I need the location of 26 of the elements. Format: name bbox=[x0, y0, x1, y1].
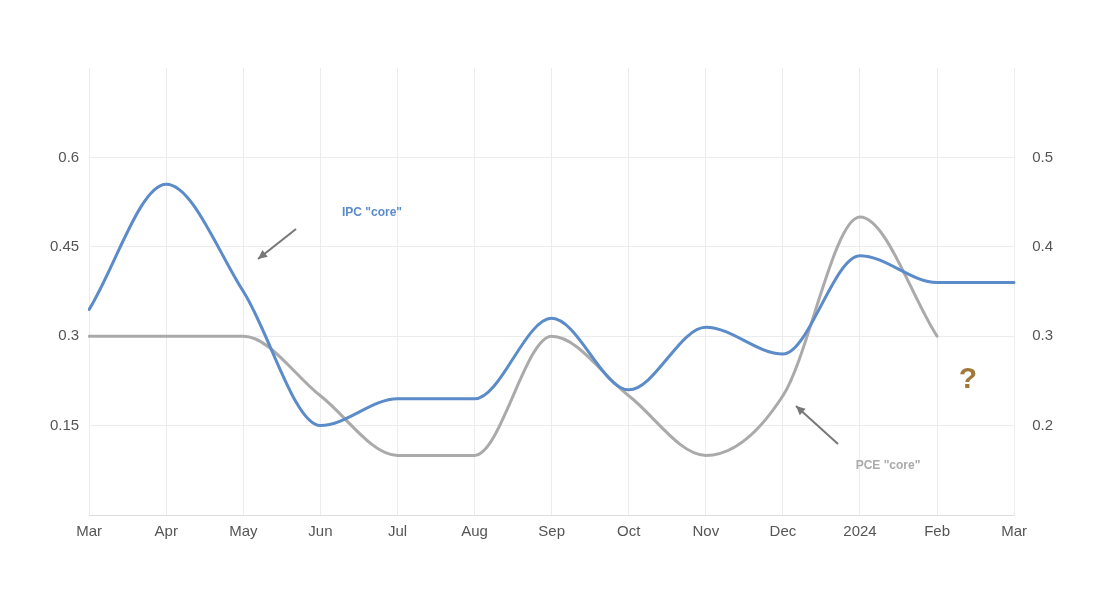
x-tick-label: May bbox=[229, 522, 259, 540]
y-tick-label: 0.45 bbox=[49, 236, 80, 254]
y2-tick-label: 0.3 bbox=[1032, 326, 1054, 344]
x-tick-label: Feb bbox=[924, 522, 950, 540]
x-tick-label: Apr bbox=[154, 522, 178, 540]
x-tick-label: Nov bbox=[692, 522, 720, 540]
x-tick-label: Jun bbox=[308, 522, 333, 540]
text: PCE "core" bbox=[855, 458, 921, 473]
annotation: ? bbox=[958, 361, 978, 395]
line-series bbox=[87, 215, 939, 457]
y-tick-label: 0.15 bbox=[49, 415, 80, 433]
x-tick-label: 2024 bbox=[843, 522, 877, 540]
x-tick-label: Mar bbox=[76, 522, 103, 540]
x-tick-label: Mar bbox=[1001, 522, 1028, 540]
x-tick-label: Aug bbox=[461, 522, 488, 540]
line-series bbox=[87, 182, 1016, 428]
x-tick-label: Sep bbox=[538, 522, 566, 540]
y2-tick-label: 0.5 bbox=[1032, 147, 1054, 165]
y2-tick-label: 0.2 bbox=[1032, 415, 1054, 433]
text: IPC "core" bbox=[341, 205, 403, 220]
x-tick-label: Oct bbox=[617, 522, 642, 540]
y2-tick-label: 0.4 bbox=[1032, 236, 1054, 254]
x-tick-label: Dec bbox=[769, 522, 797, 540]
x-tick-label: Jul bbox=[387, 522, 408, 540]
y-tick-label: 0.6 bbox=[58, 147, 80, 165]
y-tick-label: 0.3 bbox=[58, 326, 80, 344]
